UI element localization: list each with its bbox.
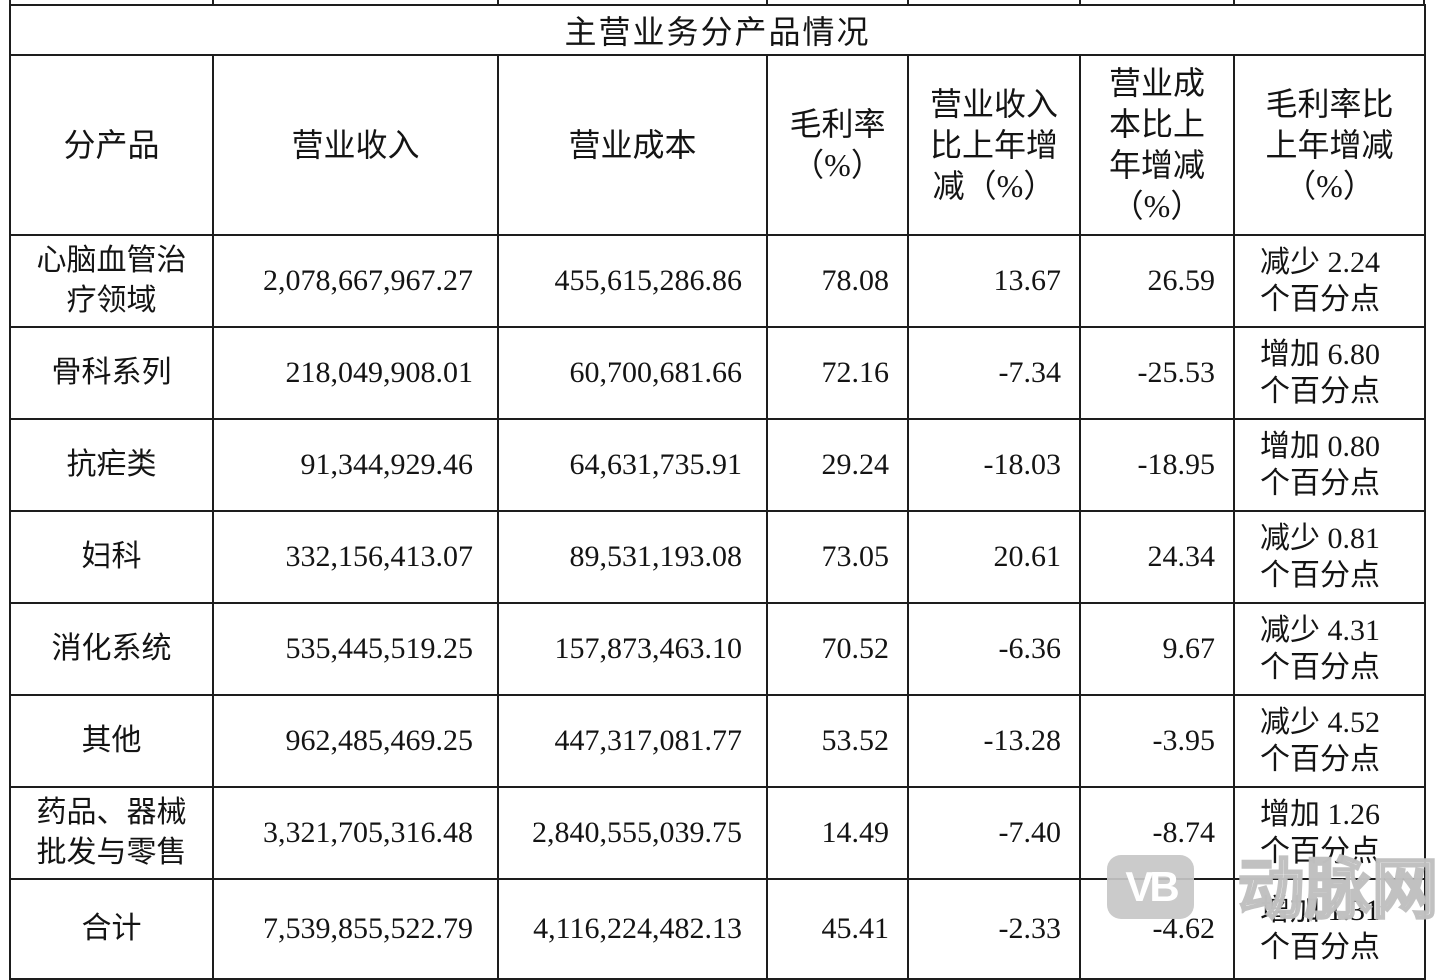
product-cell: 心脑血管治 疗领域	[9, 234, 214, 328]
product-cell: 妇科	[9, 510, 214, 604]
cost-change-cell: 26.59	[1079, 234, 1235, 328]
margin-change-cell: 增加 6.80 个百分点	[1233, 326, 1426, 420]
margin-change-cell: 减少 4.31 个百分点	[1233, 602, 1426, 696]
cost-change-cell: -3.95	[1079, 694, 1235, 788]
cost-change-cell: -8.74	[1079, 786, 1235, 880]
cost-cell: 447,317,081.77	[497, 694, 768, 788]
table-title: 主营业务分产品情况	[9, 4, 1426, 56]
table-row: 妇科 332,156,413.07 89,531,193.08 73.05 20…	[9, 510, 1426, 604]
column-header-product: 分产品	[9, 54, 214, 236]
revenue-change-cell: -2.33	[907, 878, 1081, 980]
revenue-cell: 332,156,413.07	[212, 510, 499, 604]
gross-margin-cell: 70.52	[766, 602, 909, 696]
cost-cell: 89,531,193.08	[497, 510, 768, 604]
table-row: 其他 962,485,469.25 447,317,081.77 53.52 -…	[9, 694, 1426, 788]
table-row: 消化系统 535,445,519.25 157,873,463.10 70.52…	[9, 602, 1426, 696]
product-cell: 消化系统	[9, 602, 214, 696]
cost-change-cell: 24.34	[1079, 510, 1235, 604]
column-header-margin-change: 毛利率比 上年增减 （%）	[1233, 54, 1426, 236]
revenue-change-cell: -7.40	[907, 786, 1081, 880]
revenue-cell: 218,049,908.01	[212, 326, 499, 420]
product-breakdown-table: 主营业务分产品情况 分产品 营业收入 营业成本 毛利率 （%） 营业收入 比上年…	[9, 4, 1426, 980]
cropped-row-divider	[1423, 0, 1425, 5]
revenue-cell: 3,321,705,316.48	[212, 786, 499, 880]
margin-change-cell: 减少 0.81 个百分点	[1233, 510, 1426, 604]
revenue-change-cell: 13.67	[907, 234, 1081, 328]
cost-cell: 4,116,224,482.13	[497, 878, 768, 980]
table-title-row: 主营业务分产品情况	[9, 4, 1426, 56]
table-row: 抗疟类 91,344,929.46 64,631,735.91 29.24 -1…	[9, 418, 1426, 512]
cropped-row-divider	[766, 0, 768, 5]
table-row: 心脑血管治 疗领域 2,078,667,967.27 455,615,286.8…	[9, 234, 1426, 328]
column-header-gross-margin: 毛利率 （%）	[766, 54, 909, 236]
cropped-row-divider	[212, 0, 214, 5]
cost-cell: 60,700,681.66	[497, 326, 768, 420]
gross-margin-cell: 53.52	[766, 694, 909, 788]
margin-change-cell: 增加 0.80 个百分点	[1233, 418, 1426, 512]
revenue-change-cell: -7.34	[907, 326, 1081, 420]
cost-change-cell: 9.67	[1079, 602, 1235, 696]
margin-change-cell: 减少 4.52 个百分点	[1233, 694, 1426, 788]
cropped-row-divider	[497, 0, 499, 5]
revenue-change-cell: -6.36	[907, 602, 1081, 696]
revenue-change-cell: 20.61	[907, 510, 1081, 604]
gross-margin-cell: 72.16	[766, 326, 909, 420]
revenue-cell: 962,485,469.25	[212, 694, 499, 788]
revenue-cell: 2,078,667,967.27	[212, 234, 499, 328]
gross-margin-cell: 29.24	[766, 418, 909, 512]
cost-cell: 455,615,286.86	[497, 234, 768, 328]
column-header-cost: 营业成本	[497, 54, 768, 236]
column-header-cost-change: 营业成 本比上 年增减 （%）	[1079, 54, 1235, 236]
cropped-row-divider	[9, 0, 11, 5]
table-row-total: 合计 7,539,855,522.79 4,116,224,482.13 45.…	[9, 878, 1426, 980]
margin-change-cell: 增加 1.26 个百分点	[1233, 786, 1426, 880]
cost-cell: 2,840,555,039.75	[497, 786, 768, 880]
product-cell: 抗疟类	[9, 418, 214, 512]
cost-change-cell: -25.53	[1079, 326, 1235, 420]
margin-change-cell: 增加 1.31 个百分点	[1233, 878, 1426, 980]
product-cell: 骨科系列	[9, 326, 214, 420]
revenue-change-cell: -13.28	[907, 694, 1081, 788]
cropped-row-divider	[1233, 0, 1235, 5]
gross-margin-cell: 45.41	[766, 878, 909, 980]
revenue-cell: 535,445,519.25	[212, 602, 499, 696]
table-row: 药品、器械 批发与零售 3,321,705,316.48 2,840,555,0…	[9, 786, 1426, 880]
gross-margin-cell: 73.05	[766, 510, 909, 604]
table-header-row: 分产品 营业收入 营业成本 毛利率 （%） 营业收入 比上年增 减（%） 营业成…	[9, 54, 1426, 236]
column-header-revenue: 营业收入	[212, 54, 499, 236]
gross-margin-cell: 14.49	[766, 786, 909, 880]
cropped-row-divider	[1079, 0, 1081, 5]
cropped-row-divider	[907, 0, 909, 5]
product-cell: 其他	[9, 694, 214, 788]
margin-change-cell: 减少 2.24 个百分点	[1233, 234, 1426, 328]
product-cell: 合计	[9, 878, 214, 980]
revenue-change-cell: -18.03	[907, 418, 1081, 512]
cost-change-cell: -4.62	[1079, 878, 1235, 980]
gross-margin-cell: 78.08	[766, 234, 909, 328]
cost-cell: 64,631,735.91	[497, 418, 768, 512]
table-row: 骨科系列 218,049,908.01 60,700,681.66 72.16 …	[9, 326, 1426, 420]
cost-cell: 157,873,463.10	[497, 602, 768, 696]
cost-change-cell: -18.95	[1079, 418, 1235, 512]
product-cell: 药品、器械 批发与零售	[9, 786, 214, 880]
column-header-revenue-change: 营业收入 比上年增 减（%）	[907, 54, 1081, 236]
revenue-cell: 91,344,929.46	[212, 418, 499, 512]
revenue-cell: 7,539,855,522.79	[212, 878, 499, 980]
